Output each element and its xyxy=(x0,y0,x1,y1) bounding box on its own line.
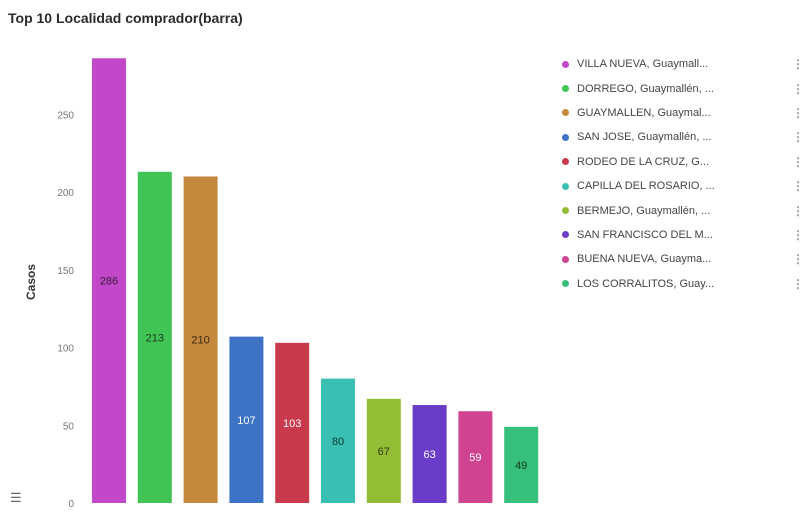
legend-item[interactable]: VILLA NUEVA, Guaymall... ⋮ xyxy=(552,52,802,76)
legend-item[interactable]: RODEO DE LA CRUZ, G... ⋮ xyxy=(552,150,802,174)
y-tick-label: 100 xyxy=(57,344,74,355)
legend-swatch xyxy=(562,158,569,165)
vertical-dots-icon[interactable]: ⋮ xyxy=(792,252,802,266)
list-icon[interactable]: ☰ xyxy=(10,490,22,506)
vertical-dots-icon[interactable]: ⋮ xyxy=(792,228,802,242)
bar-value-label: 107 xyxy=(237,415,255,427)
legend-item[interactable]: GUAYMALLEN, Guaymal... ⋮ xyxy=(552,101,802,125)
vertical-dots-icon[interactable]: ⋮ xyxy=(792,57,802,71)
vertical-dots-icon[interactable]: ⋮ xyxy=(792,277,802,291)
vertical-dots-icon[interactable]: ⋮ xyxy=(792,106,802,120)
vertical-dots-icon[interactable]: ⋮ xyxy=(792,155,802,169)
legend-label: CAPILLA DEL ROSARIO, ... xyxy=(577,180,792,192)
legend-label: DORREGO, Guaymallén, ... xyxy=(577,83,792,95)
vertical-dots-icon[interactable]: ⋮ xyxy=(792,130,802,144)
bar-value-label: 80 xyxy=(332,436,344,448)
legend-label: LOS CORRALITOS, Guay... xyxy=(577,278,792,290)
chart-legend: VILLA NUEVA, Guaymall... ⋮ DORREGO, Guayma… xyxy=(552,52,802,296)
bar-value-label: 67 xyxy=(378,446,390,458)
legend-item[interactable]: BERMEJO, Guaymallén, ... ⋮ xyxy=(552,198,802,222)
y-tick-label: 50 xyxy=(63,421,75,432)
bar-value-label: 210 xyxy=(191,335,209,347)
legend-swatch xyxy=(562,109,569,116)
legend-item[interactable]: BUENA NUEVA, Guayma... ⋮ xyxy=(552,247,802,271)
legend-item[interactable]: DORREGO, Guaymallén, ... ⋮ xyxy=(552,76,802,100)
legend-swatch xyxy=(562,85,569,92)
bar-value-label: 213 xyxy=(146,332,164,344)
legend-label: SAN FRANCISCO DEL M... xyxy=(577,229,792,241)
y-tick-label: 200 xyxy=(57,188,74,199)
vertical-dots-icon[interactable]: ⋮ xyxy=(792,179,802,193)
y-tick-label: 150 xyxy=(57,266,74,277)
bar-value-label: 103 xyxy=(283,418,301,430)
vertical-dots-icon[interactable]: ⋮ xyxy=(792,204,802,218)
legend-item[interactable]: SAN JOSE, Guaymallén, ... ⋮ xyxy=(552,125,802,149)
y-axis-label: Casos xyxy=(24,264,38,300)
vertical-dots-icon[interactable]: ⋮ xyxy=(792,82,802,96)
bar-value-label: 59 xyxy=(469,452,481,464)
legend-label: VILLA NUEVA, Guaymall... xyxy=(577,58,792,70)
legend-label: SAN JOSE, Guaymallén, ... xyxy=(577,131,792,143)
legend-label: BUENA NUEVA, Guayma... xyxy=(577,253,792,265)
legend-label: GUAYMALLEN, Guaymal... xyxy=(577,107,792,119)
y-tick-label: 0 xyxy=(68,499,74,510)
legend-label: BERMEJO, Guaymallén, ... xyxy=(577,205,792,217)
legend-swatch xyxy=(562,134,569,141)
legend-label: RODEO DE LA CRUZ, G... xyxy=(577,156,792,168)
legend-item[interactable]: LOS CORRALITOS, Guay... ⋮ xyxy=(552,272,802,296)
legend-swatch xyxy=(562,183,569,190)
legend-item[interactable]: SAN FRANCISCO DEL M... ⋮ xyxy=(552,223,802,247)
legend-swatch xyxy=(562,256,569,263)
legend-swatch xyxy=(562,61,569,68)
bar-value-label: 286 xyxy=(100,276,118,288)
legend-swatch xyxy=(562,231,569,238)
legend-swatch xyxy=(562,207,569,214)
bar-value-label: 63 xyxy=(423,449,435,461)
y-tick-label: 250 xyxy=(57,110,74,121)
bar-value-label: 49 xyxy=(515,460,527,472)
legend-swatch xyxy=(562,280,569,287)
legend-item[interactable]: CAPILLA DEL ROSARIO, ... ⋮ xyxy=(552,174,802,198)
